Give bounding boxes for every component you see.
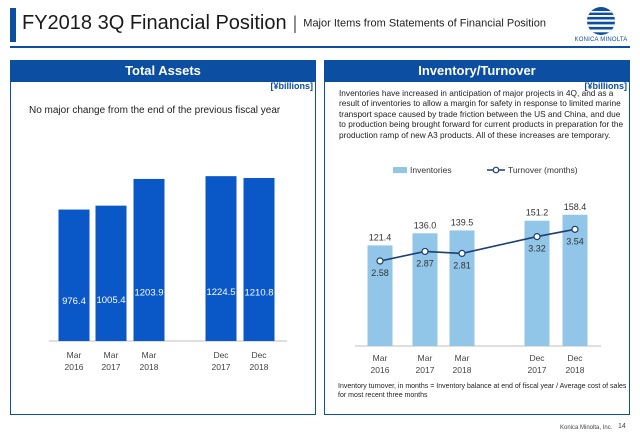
total-assets-note: No major change from the end of the prev…	[29, 105, 281, 116]
legend-inventories-label: Inventories	[410, 165, 452, 175]
inventory-note: Inventories have increased in anticipati…	[339, 88, 624, 140]
assets-value-label: 1224.5	[206, 287, 235, 298]
header-divider	[10, 46, 630, 48]
inventory-tick-label: 2018	[566, 365, 585, 375]
logo-wordmark: KONICA MINOLTA	[574, 37, 628, 43]
inventory-value-label: 151.2	[526, 208, 549, 218]
total-assets-panel: Total Assets [¥billions] No major change…	[10, 60, 316, 415]
assets-tick-label: Dec	[213, 350, 229, 360]
assets-tick-label: 2017	[212, 362, 231, 372]
footer-company: Konica Minolta, Inc.	[560, 425, 613, 431]
assets-tick-label: 2018	[140, 362, 159, 372]
turnover-point	[458, 249, 466, 257]
page-title-text: FY2018 3Q Financial Position	[22, 12, 287, 34]
page-subtitle: Major Items from Statements of Financial…	[303, 17, 546, 30]
inventory-value-label: 139.5	[451, 217, 474, 227]
assets-bar	[58, 209, 90, 341]
assets-bar	[205, 176, 237, 341]
turnover-point	[421, 247, 429, 256]
legend-turnover-label: Turnover (months)	[508, 165, 578, 175]
assets-tick-label: Dec	[251, 350, 267, 360]
logo-globe-icon	[587, 7, 615, 35]
assets-bar	[95, 205, 127, 341]
assets-bar	[243, 178, 275, 341]
turnover-value-label: 2.58	[371, 268, 389, 278]
page-title: FY2018 3Q Financial Position | Major Items…	[22, 12, 546, 35]
page-number: 14	[618, 423, 626, 430]
title-separator: |	[292, 13, 298, 33]
inventory-tick-label: Mar	[418, 353, 433, 363]
inventory-tick-label: Dec	[567, 353, 583, 363]
inventory-value-label: 136.0	[414, 220, 437, 230]
assets-value-label: 976.4	[62, 296, 86, 307]
inventory-tick-label: Mar	[373, 353, 388, 363]
turnover-value-label: 2.87	[416, 258, 434, 268]
legend-inventories-swatch	[393, 167, 407, 173]
inventory-heading: Inventory/Turnover	[324, 60, 630, 82]
total-assets-heading: Total Assets	[10, 60, 316, 82]
inventory-tick-label: Dec	[529, 353, 545, 363]
assets-tick-label: Mar	[67, 350, 82, 360]
inventory-bar	[449, 230, 475, 346]
assets-tick-label: 2018	[250, 362, 269, 372]
company-logo: KONICA MINOLTA	[573, 6, 629, 43]
total-assets-chart: 976.4 Mar 2016 1005.4 Mar 2017 1203.9 Mar 2018 12…	[49, 176, 287, 372]
turnover-value-label: 2.81	[453, 260, 471, 270]
turnover-point	[376, 257, 384, 265]
assets-value-label: 1210.8	[244, 287, 273, 298]
assets-value-label: 1005.4	[96, 295, 125, 306]
assets-tick-label: Mar	[142, 350, 157, 360]
assets-tick-label: 2016	[65, 362, 84, 372]
inventory-tick-label: 2017	[416, 365, 435, 375]
turnover-point	[571, 225, 579, 233]
inventory-chart: Inventories Turnover (months) 121.4 Mar 2016…	[355, 165, 601, 375]
inventory-bar	[562, 214, 588, 346]
legend-turnover-marker	[492, 166, 500, 174]
inventory-tick-label: 2018	[453, 365, 472, 375]
assets-tick-label: Mar	[104, 350, 119, 360]
inventory-tick-label: 2016	[371, 365, 390, 375]
inventory-panel: Inventory/Turnover [¥billions] Inventori…	[324, 60, 630, 415]
assets-value-label: 1203.9	[134, 288, 163, 299]
assets-tick-label: 2017	[102, 362, 121, 372]
inventory-tick-label: Mar	[455, 353, 470, 363]
turnover-value-label: 3.54	[566, 236, 584, 246]
inventory-value-label: 121.4	[369, 232, 392, 242]
inventory-value-label: 158.4	[564, 202, 587, 212]
turnover-value-label: 3.32	[528, 244, 546, 254]
inventory-bar	[524, 220, 550, 346]
inventory-tick-label: 2017	[528, 365, 547, 375]
turnover-point	[533, 232, 541, 241]
assets-bar	[133, 178, 165, 341]
inventory-unit: [¥billions]	[584, 81, 628, 91]
turnover-footnote: Inventory turnover, in months = Inventor…	[338, 383, 627, 399]
title-accent-bar	[10, 8, 16, 42]
total-assets-unit: [¥billions]	[270, 81, 314, 91]
